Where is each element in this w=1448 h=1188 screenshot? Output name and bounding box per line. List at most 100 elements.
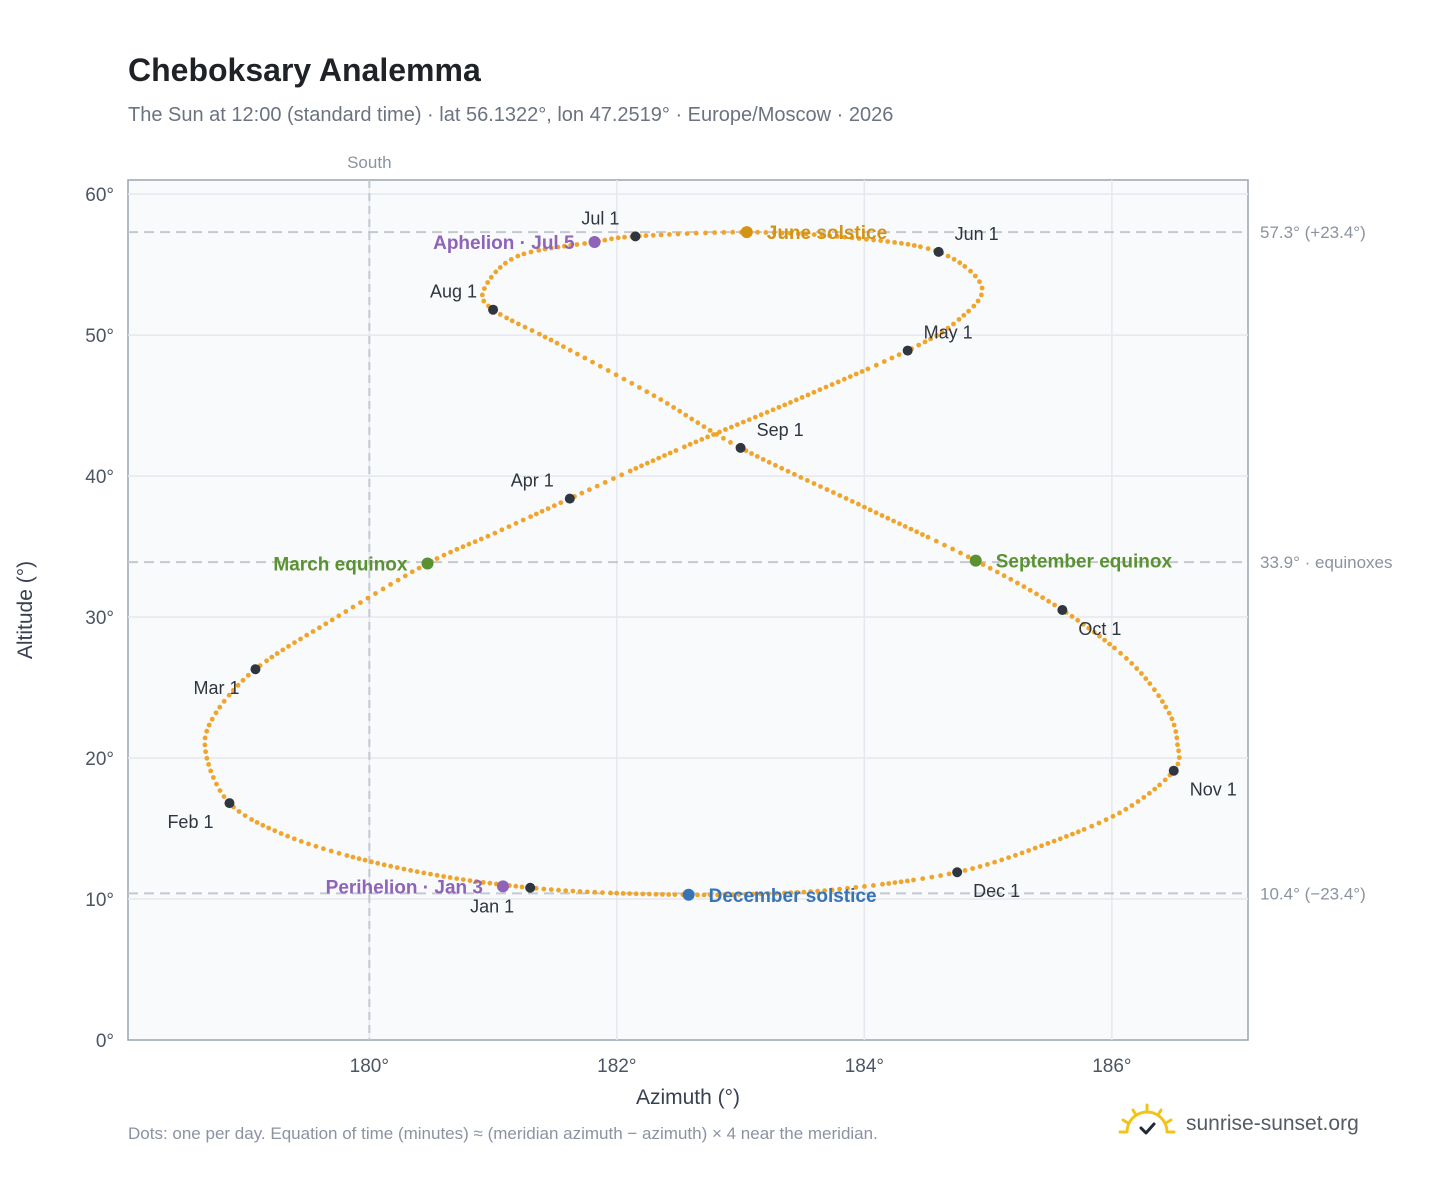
day-dot xyxy=(766,891,771,896)
day-dot xyxy=(980,562,986,567)
day-dot xyxy=(1064,834,1069,839)
y-tick-label: 20° xyxy=(85,749,114,770)
day-dot xyxy=(375,860,381,866)
day-dot xyxy=(977,279,982,285)
day-dot xyxy=(574,242,580,247)
day-dot xyxy=(942,542,947,548)
day-dot xyxy=(1075,829,1081,835)
day-dot xyxy=(966,308,971,314)
day-dot xyxy=(611,476,616,481)
day-dot xyxy=(614,890,620,896)
day-dot xyxy=(516,321,521,327)
day-dot xyxy=(466,541,472,547)
day-dot xyxy=(274,651,280,656)
day-dot xyxy=(889,355,895,361)
day-dot xyxy=(292,640,297,645)
month-marker-label: Sep 1 xyxy=(757,420,804,440)
day-dot xyxy=(904,878,910,884)
day-dot xyxy=(1152,687,1157,693)
day-dot xyxy=(1134,666,1140,671)
day-dot xyxy=(911,877,916,883)
day-dot xyxy=(749,451,754,456)
day-dot xyxy=(667,232,672,237)
day-dot xyxy=(818,484,823,489)
day-dot xyxy=(842,234,848,240)
day-dot xyxy=(1156,693,1161,699)
day-dot xyxy=(834,234,840,239)
day-dot xyxy=(1034,591,1039,597)
day-dot xyxy=(362,857,368,863)
event-marker xyxy=(496,880,509,893)
day-dot xyxy=(754,454,760,459)
month-marker-label: Aug 1 xyxy=(430,282,477,302)
day-dot xyxy=(1175,742,1180,748)
day-dot xyxy=(902,524,908,529)
day-dot xyxy=(1070,831,1075,837)
day-dot xyxy=(214,781,219,787)
day-dot xyxy=(785,468,791,474)
day-dot xyxy=(862,884,867,889)
day-dot xyxy=(856,501,861,507)
day-dot xyxy=(269,654,275,660)
day-dot xyxy=(620,891,626,896)
day-dot xyxy=(1163,704,1169,710)
day-dot xyxy=(892,240,897,245)
day-dot xyxy=(323,621,329,627)
day-dot xyxy=(272,828,278,834)
day-dot xyxy=(204,755,210,761)
day-dot xyxy=(946,871,952,877)
day-dot xyxy=(908,526,914,532)
day-dot xyxy=(743,891,749,897)
day-dot xyxy=(556,887,561,893)
day-dot xyxy=(513,883,519,889)
day-dot xyxy=(1103,817,1109,823)
event-marker xyxy=(682,888,695,901)
event-label: June solstice xyxy=(767,223,887,244)
day-dot xyxy=(715,892,721,898)
day-dot xyxy=(401,866,407,872)
day-dot xyxy=(503,260,508,266)
day-dot xyxy=(549,245,554,251)
day-dot xyxy=(633,891,639,897)
day-dot xyxy=(1006,855,1011,860)
day-dot xyxy=(605,368,611,373)
day-dot xyxy=(594,483,600,489)
brand-logo[interactable]: sunrise-sunset.org xyxy=(1118,1102,1359,1146)
day-dot xyxy=(843,496,849,501)
day-dot xyxy=(622,234,627,240)
day-dot xyxy=(658,397,664,402)
day-dot xyxy=(672,892,678,897)
day-dot xyxy=(956,317,962,322)
day-dot xyxy=(298,839,304,844)
day-dot xyxy=(925,246,931,252)
day-dot xyxy=(1019,850,1025,856)
day-dot xyxy=(779,465,785,471)
day-dot xyxy=(999,857,1005,863)
day-dot xyxy=(1001,573,1007,579)
day-dot xyxy=(1118,650,1123,656)
day-dot xyxy=(615,235,621,241)
day-dot xyxy=(260,822,266,828)
day-dot xyxy=(723,427,728,432)
day-dot xyxy=(871,237,876,243)
y-tick-label: 40° xyxy=(85,467,114,488)
day-dot xyxy=(886,881,892,886)
day-dot xyxy=(504,315,509,321)
day-dot xyxy=(202,735,208,741)
day-dot xyxy=(509,318,515,324)
day-dot xyxy=(1176,755,1182,760)
day-dot xyxy=(916,342,922,348)
day-dot xyxy=(242,813,248,818)
day-dot xyxy=(542,246,548,252)
day-dot xyxy=(545,506,551,511)
day-dot xyxy=(528,514,533,519)
day-dot xyxy=(763,230,769,235)
day-dot xyxy=(221,698,227,704)
day-dot xyxy=(856,236,862,241)
day-dot xyxy=(734,422,740,427)
day-dot xyxy=(304,632,310,638)
day-dot xyxy=(862,504,867,510)
day-dot xyxy=(1143,676,1149,681)
day-dot xyxy=(1169,716,1175,722)
event-marker xyxy=(421,557,434,570)
